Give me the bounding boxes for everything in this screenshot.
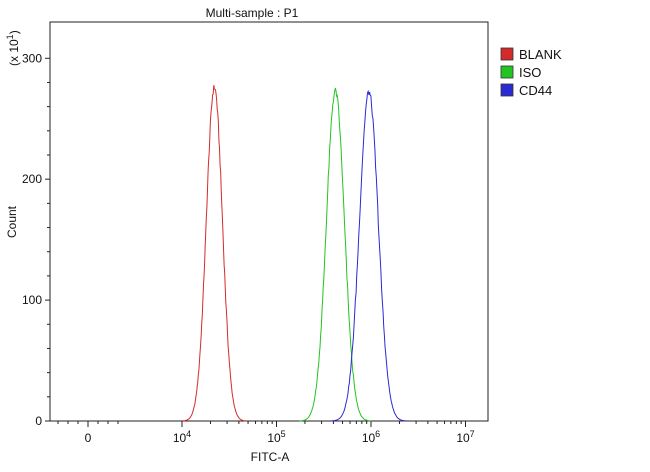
y-tick-label: 0 bbox=[35, 414, 42, 428]
curve-blank bbox=[182, 85, 247, 422]
legend-swatch-blank bbox=[500, 47, 514, 61]
x-axis-label: FITC-A bbox=[251, 450, 290, 464]
curve-iso bbox=[299, 87, 372, 422]
histogram-curves bbox=[182, 85, 407, 422]
y-tick-label: 300 bbox=[22, 51, 42, 65]
x-axis-ticks: 0 104 105 106 107 bbox=[57, 421, 475, 445]
y-multiplier: (x 101) bbox=[5, 30, 21, 66]
chart-title: Multi-sample : P1 bbox=[206, 6, 299, 20]
legend-label-iso: ISO bbox=[519, 65, 541, 80]
x-tick-label: 0 bbox=[85, 431, 92, 445]
legend: BLANK ISO CD44 bbox=[500, 47, 562, 98]
legend-label-blank: BLANK bbox=[519, 47, 562, 62]
curve-cd44 bbox=[331, 89, 407, 422]
y-axis-ticks: 0 100 200 300 bbox=[22, 51, 50, 428]
y-tick-label: 100 bbox=[22, 293, 42, 307]
legend-swatch-iso bbox=[500, 65, 514, 79]
y-axis-label: Count bbox=[5, 205, 19, 238]
x-tick-label: 105 bbox=[267, 429, 285, 445]
y-tick-label: 200 bbox=[22, 172, 42, 186]
legend-swatch-cd44 bbox=[500, 83, 514, 97]
plot-frame bbox=[49, 21, 489, 422]
x-tick-label: 106 bbox=[362, 429, 380, 445]
legend-label-cd44: CD44 bbox=[519, 83, 552, 98]
x-tick-label: 104 bbox=[173, 429, 191, 445]
x-tick-label: 107 bbox=[456, 429, 474, 445]
